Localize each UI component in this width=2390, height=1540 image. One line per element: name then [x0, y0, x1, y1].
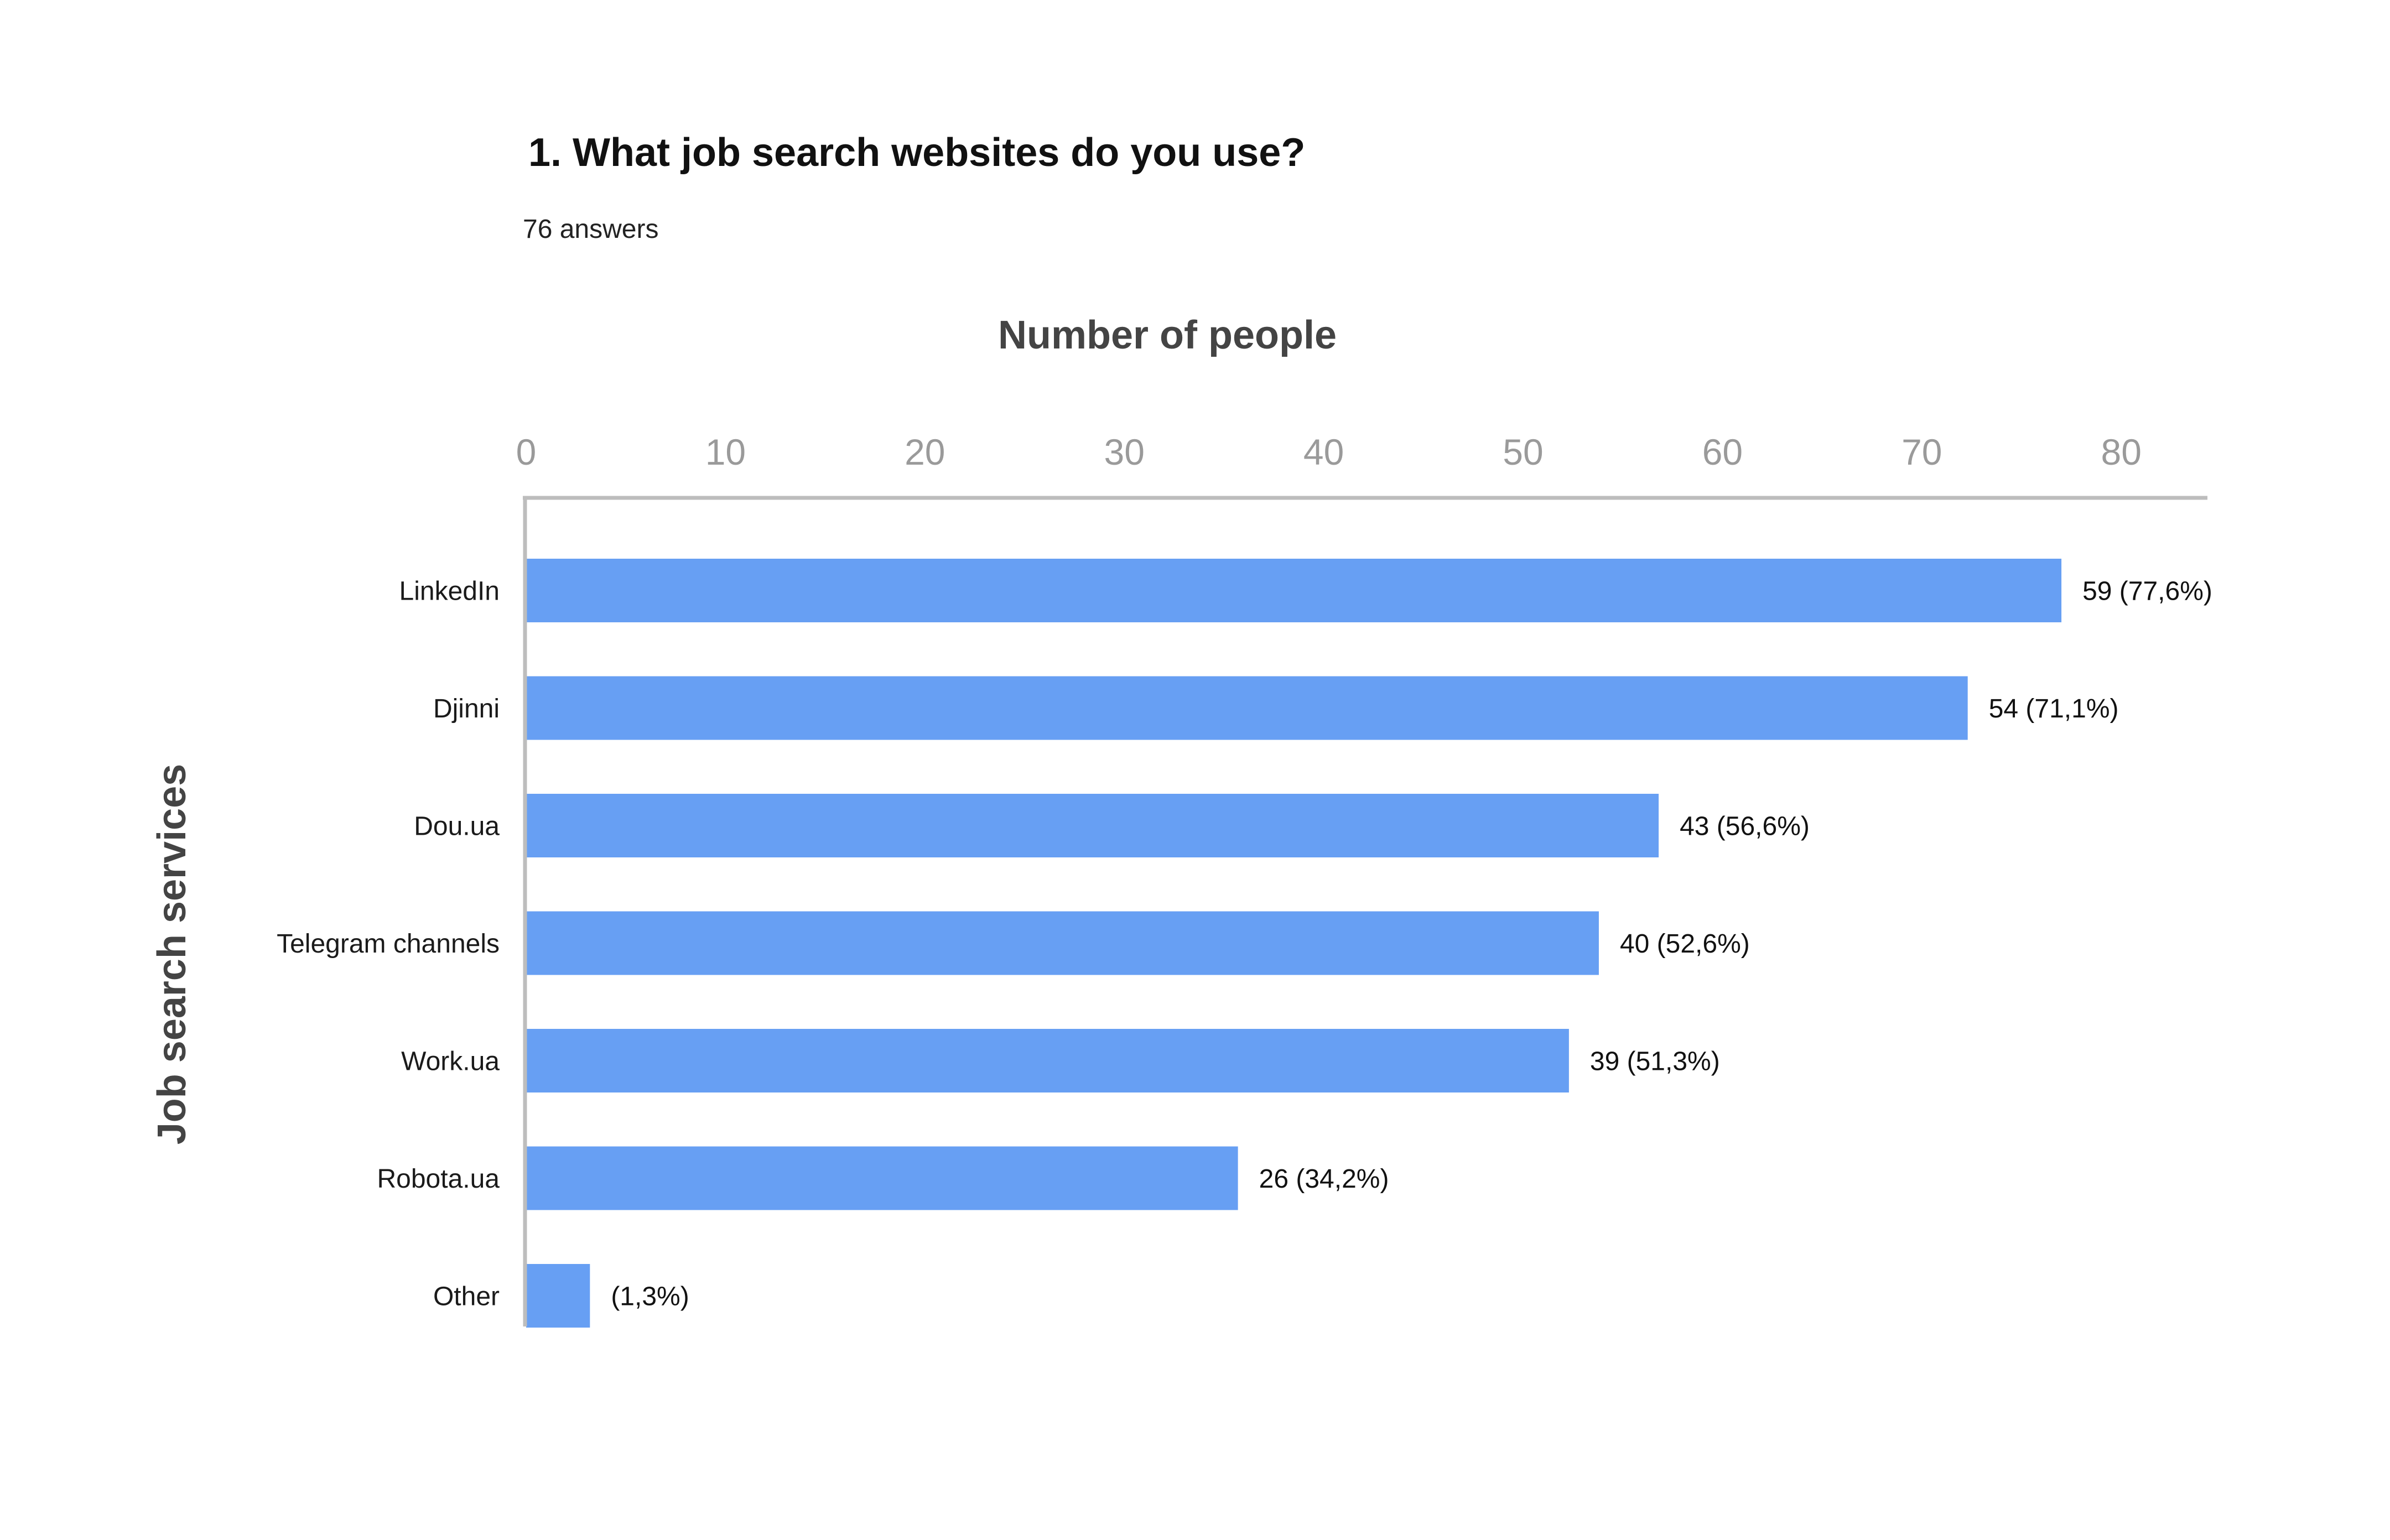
x-tick-label: 10 [705, 431, 746, 472]
x-axis-title: Number of people [998, 313, 1337, 357]
data-labels: 59 (77,6%) 54 (71,1%) 43 (56,6%) 40 (52,6%)… [611, 577, 2212, 1312]
data-label: 59 (77,6%) [2082, 577, 2212, 606]
chart-subtitle: 76 answers [523, 215, 658, 244]
chart-title: 1. What job search websites do you use? [528, 131, 1305, 175]
y-axis-title: Job search services [150, 764, 194, 1144]
bar [526, 794, 1659, 857]
category-labels: LinkedIn Djinni Dou.ua Telegram channels Wor… [277, 577, 500, 1312]
x-tick-label: 50 [1503, 431, 1543, 472]
x-tick-label: 20 [905, 431, 945, 472]
data-label: 43 (56,6%) [1680, 812, 1810, 841]
data-label: (1,3%) [611, 1282, 689, 1312]
category-label: Telegram channels [277, 929, 500, 959]
x-tick-label: 40 [1303, 431, 1344, 472]
x-tick-label: 0 [516, 431, 537, 472]
category-label: Dou.ua [414, 812, 500, 841]
x-axis-ticks: 0 10 20 30 40 50 60 70 80 [516, 431, 2142, 472]
data-label: 26 (34,2%) [1259, 1164, 1389, 1194]
x-tick-label: 70 [1901, 431, 1942, 472]
bar [526, 1146, 1238, 1210]
bar [526, 1029, 1569, 1092]
bar [526, 559, 2062, 622]
category-label: LinkedIn [399, 577, 500, 606]
category-label: Work.ua [401, 1047, 500, 1076]
data-label: 54 (71,1%) [1989, 694, 2119, 724]
category-label: Djinni [433, 694, 500, 724]
x-tick-label: 30 [1104, 431, 1144, 472]
x-tick-label: 60 [1702, 431, 1743, 472]
x-tick-label: 80 [2101, 431, 2141, 472]
bar [526, 1264, 590, 1328]
data-label: 39 (51,3%) [1590, 1047, 1720, 1076]
bar [526, 911, 1599, 975]
category-label: Robota.ua [377, 1164, 500, 1194]
category-label: Other [433, 1282, 500, 1312]
bar [526, 676, 1968, 740]
data-label: 40 (52,6%) [1620, 929, 1750, 959]
bars-group [526, 559, 2062, 1328]
